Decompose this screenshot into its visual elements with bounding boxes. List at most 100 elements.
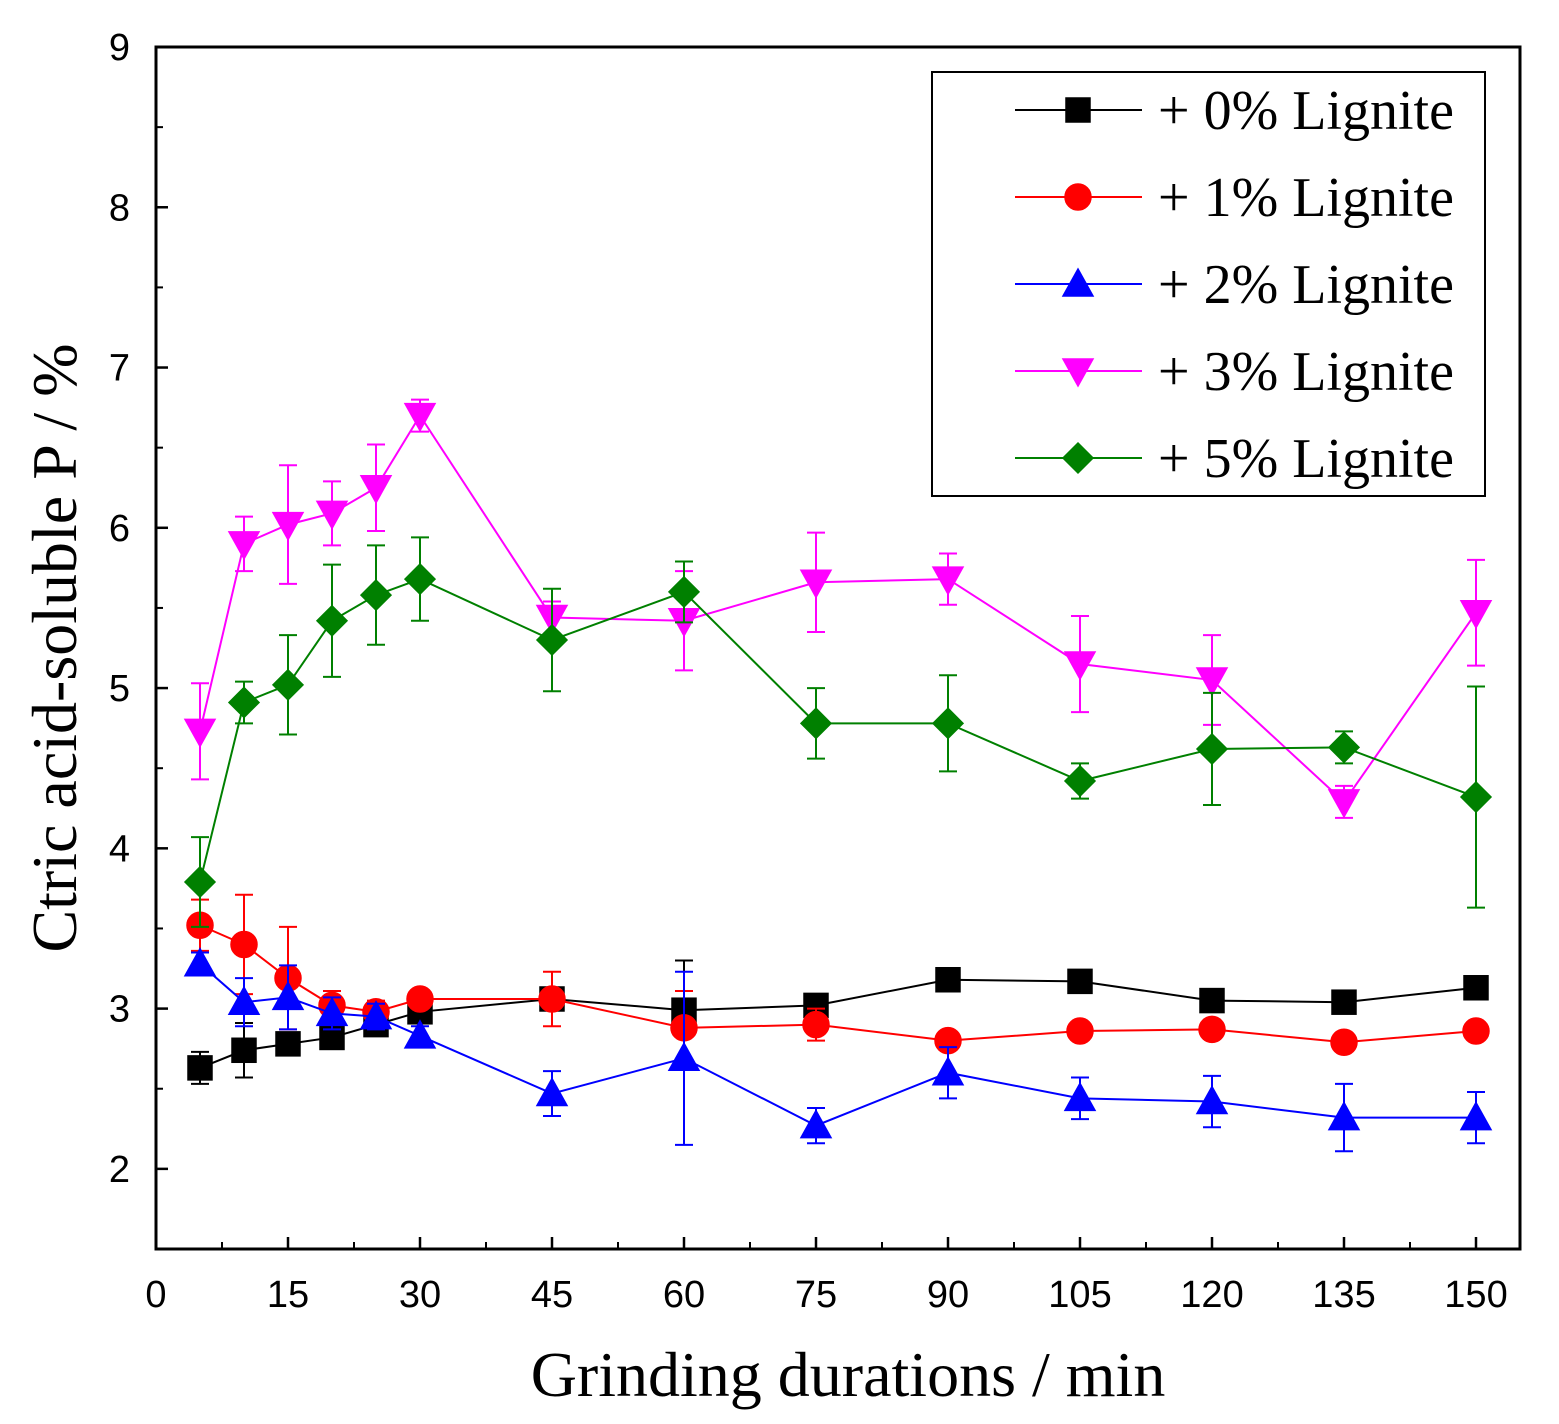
data-point — [227, 686, 261, 719]
data-point — [183, 718, 217, 748]
data-point — [1198, 1015, 1226, 1044]
data-point — [315, 604, 349, 637]
data-point — [271, 668, 305, 701]
data-point — [1199, 987, 1225, 1014]
x-tick-label: 45 — [531, 1274, 573, 1316]
data-point — [1331, 989, 1357, 1015]
data-point — [315, 996, 349, 1027]
legend-entries: + 0% Lignite + 1% Lignite + 2% Lignite + 3%… — [1015, 80, 1454, 490]
legend-marker — [1065, 97, 1091, 123]
x-tick-label: 75 — [795, 1274, 837, 1316]
data-point — [1462, 1017, 1490, 1045]
data-point — [1327, 731, 1361, 764]
series-2 — [183, 947, 1493, 1153]
data-point — [1195, 732, 1229, 766]
y-tick-label: 9 — [109, 27, 130, 69]
legend-entry-2: + 2% Lignite — [1015, 254, 1454, 316]
x-tick-label: 150 — [1444, 1274, 1507, 1316]
data-point — [227, 985, 261, 1015]
y-tick-label: 3 — [109, 989, 130, 1031]
data-point — [535, 623, 569, 657]
data-point — [935, 967, 961, 993]
data-point — [227, 531, 261, 561]
series-3 — [183, 398, 1493, 819]
x-tick-label: 0 — [145, 1274, 166, 1316]
data-point — [230, 930, 258, 959]
y-axis-title: Ctric acid-soluble P / % — [19, 343, 90, 952]
x-tick-label: 60 — [663, 1274, 705, 1316]
data-point — [183, 947, 217, 977]
data-point — [667, 1041, 701, 1072]
legend-label: + 1% Lignite — [1158, 167, 1454, 229]
legend: + 0% Lignite + 1% Lignite + 2% Lignite + 3%… — [931, 71, 1486, 497]
data-point — [931, 707, 965, 740]
data-point — [1195, 1085, 1229, 1115]
data-point — [667, 575, 701, 608]
data-point — [931, 566, 965, 596]
y-tick-label: 5 — [109, 668, 130, 710]
data-point — [271, 511, 305, 542]
x-tick-label: 30 — [399, 1274, 441, 1316]
data-point — [1063, 764, 1097, 798]
data-point — [1459, 780, 1493, 814]
data-point — [359, 1000, 393, 1030]
y-tick-label: 6 — [109, 508, 130, 550]
data-point — [538, 985, 566, 1013]
legend-label: + 5% Lignite — [1158, 428, 1454, 490]
data-point — [1327, 789, 1361, 819]
legend-entry-0: + 0% Lignite — [1015, 80, 1454, 142]
data-point — [359, 579, 393, 612]
data-point — [799, 707, 833, 740]
series-line — [199, 578, 1477, 883]
legend-marker — [1064, 183, 1092, 211]
data-point — [1463, 975, 1489, 1001]
series-0 — [187, 959, 1489, 1085]
data-point — [403, 563, 437, 596]
data-point — [931, 1056, 965, 1086]
data-point — [802, 1010, 830, 1039]
x-axis-title: Grinding durations / min — [531, 1339, 1166, 1410]
legend-entry-3: + 3% Lignite — [1015, 341, 1454, 403]
data-point — [231, 1037, 257, 1064]
data-point — [1063, 1081, 1097, 1112]
legend-marker — [1061, 358, 1095, 388]
data-point — [271, 980, 305, 1011]
legend-label: + 2% Lignite — [1158, 254, 1454, 316]
data-point — [1327, 1101, 1361, 1131]
axis-ticks — [154, 45, 1478, 1249]
data-point — [1063, 651, 1097, 681]
data-point — [1459, 599, 1493, 630]
data-point — [799, 569, 833, 599]
data-point — [1195, 667, 1229, 697]
legend-label: + 0% Lignite — [1158, 80, 1454, 142]
data-point — [275, 1031, 301, 1057]
x-tick-label: 120 — [1180, 1274, 1243, 1316]
data-point — [359, 474, 393, 505]
legend-entry-4: + 5% Lignite — [1015, 428, 1454, 490]
legend-label: + 3% Lignite — [1158, 341, 1454, 403]
y-tick-label: 2 — [109, 1149, 130, 1191]
series-layer — [183, 398, 1493, 1153]
data-point — [315, 500, 349, 530]
data-point — [187, 1055, 213, 1081]
data-point — [1066, 1017, 1094, 1045]
data-point — [403, 402, 437, 433]
legend-marker — [1061, 267, 1095, 297]
plot-frame — [154, 45, 1522, 1251]
y-tick-label: 8 — [109, 187, 130, 229]
data-point — [1067, 968, 1093, 995]
data-point — [1459, 1101, 1493, 1131]
x-tick-label: 135 — [1312, 1274, 1375, 1316]
data-point — [406, 985, 434, 1013]
data-point — [535, 1076, 569, 1107]
data-point — [183, 865, 217, 899]
legend-marker — [1061, 441, 1095, 475]
x-tick-label: 105 — [1048, 1274, 1111, 1316]
x-tick-label: 15 — [267, 1274, 309, 1316]
data-point — [1330, 1028, 1358, 1057]
x-tick-label: 90 — [927, 1274, 969, 1316]
legend-entry-1: + 1% Lignite — [1015, 167, 1454, 229]
y-tick-label: 4 — [109, 828, 130, 870]
data-point — [403, 1019, 437, 1049]
